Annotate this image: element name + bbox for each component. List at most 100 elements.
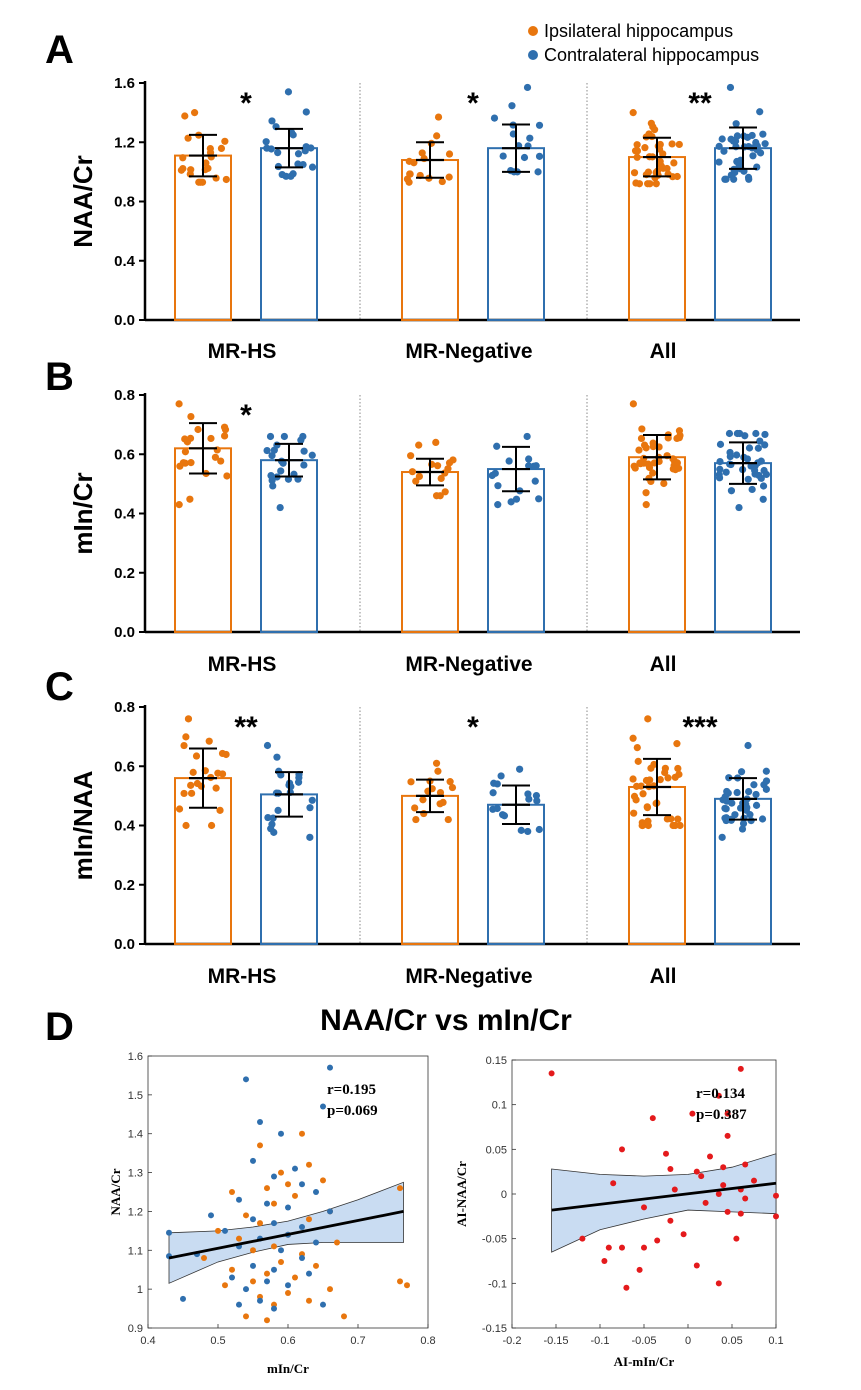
data-point [221,426,230,434]
data-point [285,1290,291,1297]
y-tick-label: 0.9 [128,1323,143,1335]
data-point [193,779,202,788]
data-point [722,468,730,476]
data-point [182,733,190,741]
data-point [257,1220,263,1227]
data-point [636,1266,643,1273]
y-axis-label: mIn/NAA [68,770,98,880]
data-point [181,448,190,456]
data-point [649,469,657,477]
bar [487,468,545,633]
data-point [223,472,231,480]
data-point [404,1282,410,1289]
data-point [270,446,278,454]
data-point [500,812,509,820]
r-value: r=0.134 [696,1086,745,1102]
data-point [268,117,276,125]
data-point [278,170,286,179]
data-point [274,806,282,814]
data-point [271,1266,277,1273]
y-tick-label: 0.0 [114,312,135,329]
data-point [693,1262,700,1269]
data-point [629,400,637,408]
data-point [445,150,454,158]
data-point [166,1229,172,1236]
data-point [623,1284,630,1291]
data-point [667,815,675,823]
p-value: p=0.069 [327,1103,378,1119]
data-point [647,764,655,772]
data-point [432,492,441,500]
data-point [675,434,683,442]
data-point [726,83,735,92]
data-point [631,464,639,472]
data-point [715,1280,722,1287]
data-point [725,429,734,438]
data-point [313,1262,319,1269]
data-point [605,1244,612,1251]
data-point [642,444,650,452]
data-point [548,1070,555,1077]
data-point [494,501,502,509]
data-point [299,1255,305,1262]
data-point [285,1204,291,1211]
data-point [532,791,541,800]
data-point [407,452,415,460]
panel-label-c: C [45,665,74,709]
data-point [720,147,728,155]
data-point [715,142,723,150]
data-point [299,432,307,441]
y-tick-label: 1.4 [128,1129,143,1141]
data-point [507,166,515,175]
data-point [190,109,199,117]
data-point [192,752,201,760]
data-point [433,132,441,140]
data-point [490,114,499,122]
data-point [731,811,739,819]
data-point [733,1235,740,1242]
y-tick-label: -0.05 [482,1234,507,1246]
data-point [633,141,641,149]
data-point [629,734,637,742]
data-point [728,799,736,807]
y-tick-label: 0.0 [114,624,135,641]
data-point [397,1278,403,1285]
data-point [432,759,441,767]
y-tick-label: 0.2 [114,877,135,894]
data-point [743,455,752,463]
data-point [663,164,671,173]
data-point [250,1262,256,1269]
data-point [733,451,741,459]
data-point [299,1181,305,1188]
x-tick-label: -0.15 [543,1335,568,1347]
data-point [264,1185,270,1192]
data-point [756,437,764,445]
data-point [267,471,275,480]
data-point [638,425,646,433]
data-point [645,130,653,138]
data-point [279,459,287,467]
data-point [756,108,764,116]
significance-marker: * [240,87,252,120]
data-point [644,817,652,825]
data-point [715,158,723,166]
data-point [292,1165,298,1172]
data-point [438,177,446,186]
data-point [652,180,660,188]
data-point [264,1278,270,1285]
significance-marker: *** [682,711,717,744]
data-point [745,444,754,452]
data-point [650,126,659,134]
data-point [491,469,499,477]
data-point [657,162,665,170]
group-label: All [650,965,677,988]
data-point [762,777,771,785]
data-point [207,821,216,830]
y-tick-label: 1 [137,1284,143,1296]
bar [401,471,459,633]
y-tick-label: 0.2 [114,565,135,582]
data-point [289,131,297,139]
bar [487,803,545,946]
data-point [669,821,677,830]
data-point [718,833,726,841]
